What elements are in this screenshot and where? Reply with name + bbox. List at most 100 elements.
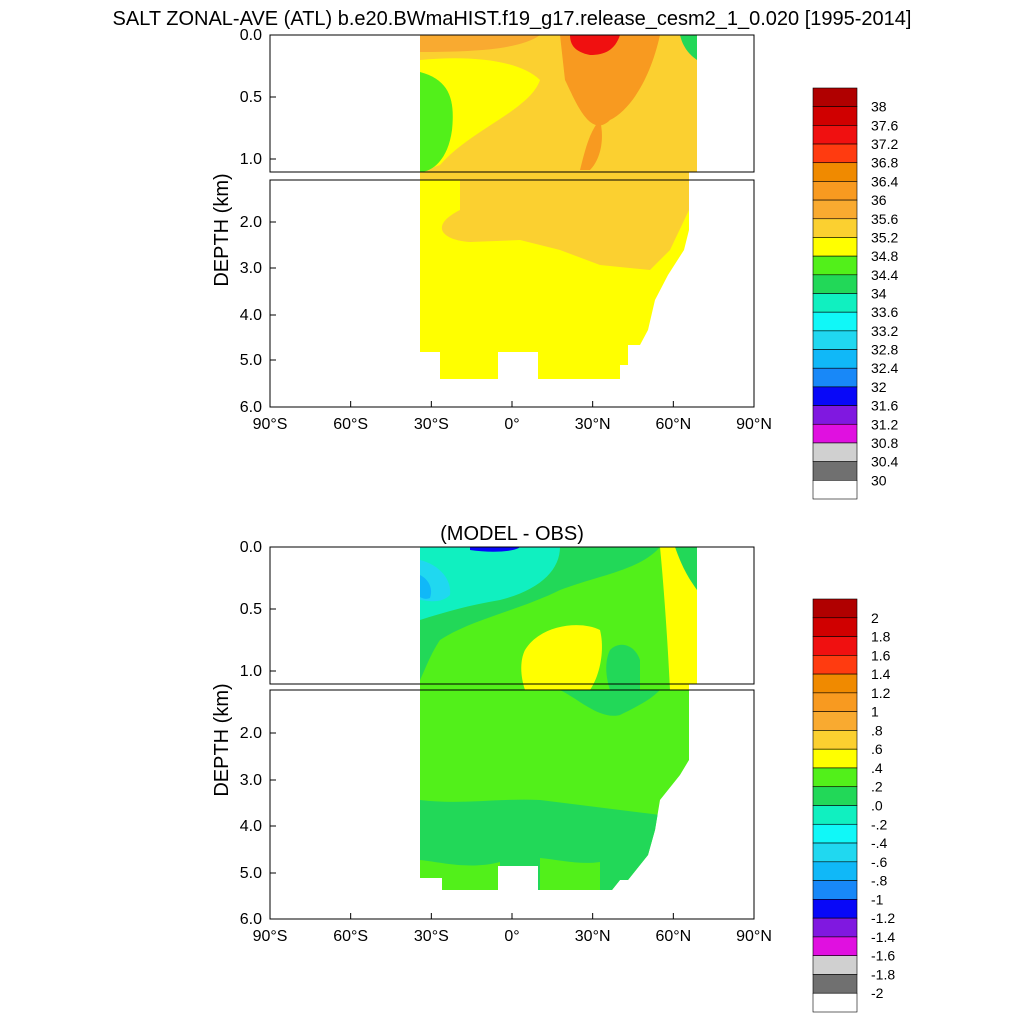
bias-lower-field — [420, 690, 689, 890]
colorbar-label: -.6 — [871, 854, 888, 870]
y-tick-label: 5.0 — [240, 865, 262, 882]
colorbar-swatch — [812, 293, 858, 313]
colorbar-label: -.8 — [871, 873, 888, 889]
y-tick-label: 4.0 — [240, 307, 262, 324]
colorbar-swatch — [812, 162, 858, 182]
colorbar-label: 37.6 — [871, 117, 898, 133]
x-tick-label: 90°S — [253, 416, 288, 433]
y-tick-label: 5.0 — [240, 352, 262, 369]
panel2-ylabel: DEPTH (km) — [211, 683, 233, 796]
y-tick-label: 1.0 — [240, 663, 262, 680]
colorbar-label: 30.4 — [871, 454, 898, 470]
colorbar-label: -1 — [871, 891, 884, 907]
colorbar-label: .4 — [871, 760, 883, 776]
colorbar-swatch — [812, 655, 858, 675]
y-tick-label: 0.0 — [240, 539, 262, 556]
colorbar-label: 36.8 — [871, 155, 898, 171]
colorbar-label: .6 — [871, 741, 883, 757]
panel1-xaxis: 90°S 60°S 30°S 0° 30°N 60°N 90°N — [253, 401, 772, 433]
colorbar-swatch — [812, 823, 858, 844]
bias-upper-field — [420, 547, 697, 690]
colorbar-label: -2 — [871, 985, 884, 1001]
colorbar-swatch — [812, 692, 858, 712]
panel-salinity: DEPTH (km) 90°S 60°S 30°S 0° 30°N 60°N 90°N 0.… — [211, 27, 898, 500]
colorbar-label: 1.2 — [871, 685, 891, 701]
y-tick-label: 1.0 — [240, 151, 262, 168]
y-tick-label: 3.0 — [240, 772, 262, 789]
y-tick-label: 3.0 — [240, 260, 262, 277]
colorbar-swatch — [812, 936, 858, 956]
colorbar-label: 32 — [871, 379, 887, 395]
colorbar-label: -1.4 — [871, 929, 895, 945]
panel2-xaxis: 90°S 60°S 30°S 0° 30°N 60°N 90°N — [253, 913, 772, 945]
colorbar-label: -1.2 — [871, 910, 895, 926]
colorbar-label: 35.2 — [871, 229, 898, 245]
x-tick-label: 30°N — [575, 928, 611, 945]
figure-title: SALT ZONAL-AVE (ATL) b.e20.BWmaHIST.f19_… — [113, 8, 912, 30]
colorbar-swatch — [812, 405, 858, 425]
colorbar-label: 36 — [871, 192, 887, 208]
y-tick-label: 2.0 — [240, 725, 262, 742]
colorbar-swatch — [812, 349, 858, 369]
salinity-lower-field — [420, 180, 689, 379]
x-tick-label: 0° — [504, 416, 519, 433]
colorbar-swatch — [812, 367, 858, 388]
colorbar-label: 34 — [871, 286, 887, 302]
colorbar-label: 30 — [871, 472, 887, 488]
colorbar-label: 2 — [871, 610, 879, 626]
x-tick-label: 60°N — [655, 928, 691, 945]
colorbar-label: -1.6 — [871, 948, 895, 964]
colorbar-label: .8 — [871, 722, 883, 738]
colorbar-label: 38 — [871, 99, 887, 115]
colorbar-swatch — [812, 218, 858, 238]
colorbar-swatch — [812, 442, 858, 462]
panel1-yaxis: 0.0 0.5 1.0 2.0 3.0 4.0 5.0 6.0 — [240, 27, 276, 416]
colorbar-label: 1.6 — [871, 647, 891, 663]
colorbar-swatch — [812, 255, 858, 276]
y-tick-label: 0.0 — [240, 27, 262, 44]
colorbar-swatch — [812, 461, 858, 481]
colorbar-label: .2 — [871, 779, 883, 795]
colorbar-label: -.4 — [871, 835, 888, 851]
x-tick-label: 60°N — [655, 416, 691, 433]
colorbar-swatch — [812, 767, 858, 788]
colorbar-label: 32.8 — [871, 342, 898, 358]
colorbar-swatch — [812, 974, 858, 994]
colorbar-swatch — [812, 106, 858, 126]
panel2-upper-frame — [269, 546, 755, 685]
colorbar-label: 33.2 — [871, 323, 898, 339]
colorbar-swatch — [812, 786, 858, 806]
panel1-ylabel: DEPTH (km) — [211, 173, 233, 286]
colorbar-label: -.2 — [871, 816, 888, 832]
colorbar-swatch — [812, 842, 858, 863]
colorbar-swatch — [812, 181, 858, 201]
colorbar-swatch — [812, 955, 858, 975]
colorbar-swatch — [812, 598, 858, 619]
panel1-colorbar: 38 37.6 37.2 36.8 36.4 36 35.6 35.2 34.8 34.4 34 33… — [812, 87, 898, 500]
y-tick-label: 6.0 — [240, 399, 262, 416]
colorbar-swatch — [812, 730, 858, 750]
colorbar-label: -1.8 — [871, 966, 895, 982]
colorbar-label: 31.6 — [871, 398, 898, 414]
colorbar-label: 32.4 — [871, 360, 898, 376]
colorbar-swatch — [812, 917, 858, 938]
y-tick-label: 4.0 — [240, 818, 262, 835]
colorbar-swatch — [812, 125, 858, 145]
colorbar-swatch — [812, 748, 858, 769]
colorbar-label: 37.2 — [871, 136, 898, 152]
colorbar-label: 36.4 — [871, 173, 898, 189]
colorbar-swatch — [812, 673, 858, 694]
x-tick-label: 30°N — [575, 416, 611, 433]
colorbar-swatch — [812, 237, 858, 257]
colorbar-swatch — [812, 274, 858, 294]
colorbar-label: 33.6 — [871, 304, 898, 320]
colorbar-label: 34.8 — [871, 248, 898, 264]
colorbar-label: 35.6 — [871, 211, 898, 227]
x-tick-label: 30°S — [414, 928, 449, 945]
x-tick-label: 60°S — [333, 416, 368, 433]
colorbar-swatch — [812, 423, 858, 444]
x-tick-label: 60°S — [333, 928, 368, 945]
colorbar-swatch — [812, 880, 858, 900]
colorbar-swatch — [812, 617, 858, 637]
